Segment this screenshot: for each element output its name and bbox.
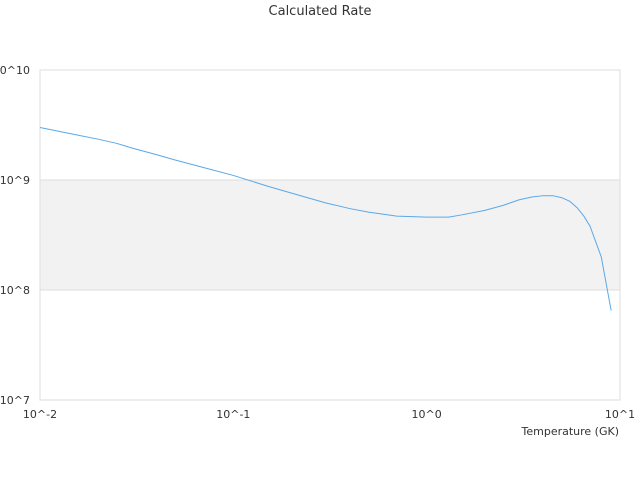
chart-title: Calculated Rate xyxy=(268,4,372,19)
y-tick-labels: 10^7 10^8 10^9 10^10 xyxy=(0,64,30,407)
plot-frame xyxy=(39,69,621,401)
x-tick-label-2: 10^0 xyxy=(412,408,442,421)
y-tick-label-2: 10^9 xyxy=(0,174,30,187)
y-tick-label-1: 10^8 xyxy=(0,284,30,297)
x-axis-label: Temperature (GK) xyxy=(521,425,620,438)
shaded-band xyxy=(40,180,620,290)
x-tick-label-3: 10^1 xyxy=(605,408,635,421)
x-tick-label-0: 10^-2 xyxy=(23,408,57,421)
y-tick-label-3: 10^10 xyxy=(0,64,30,77)
x-tick-labels: 10^-2 10^-1 10^0 10^1 xyxy=(23,408,635,421)
series-line xyxy=(39,127,612,311)
y-tick-label-0: 10^7 xyxy=(0,394,30,407)
x-tick-label-1: 10^-1 xyxy=(216,408,250,421)
